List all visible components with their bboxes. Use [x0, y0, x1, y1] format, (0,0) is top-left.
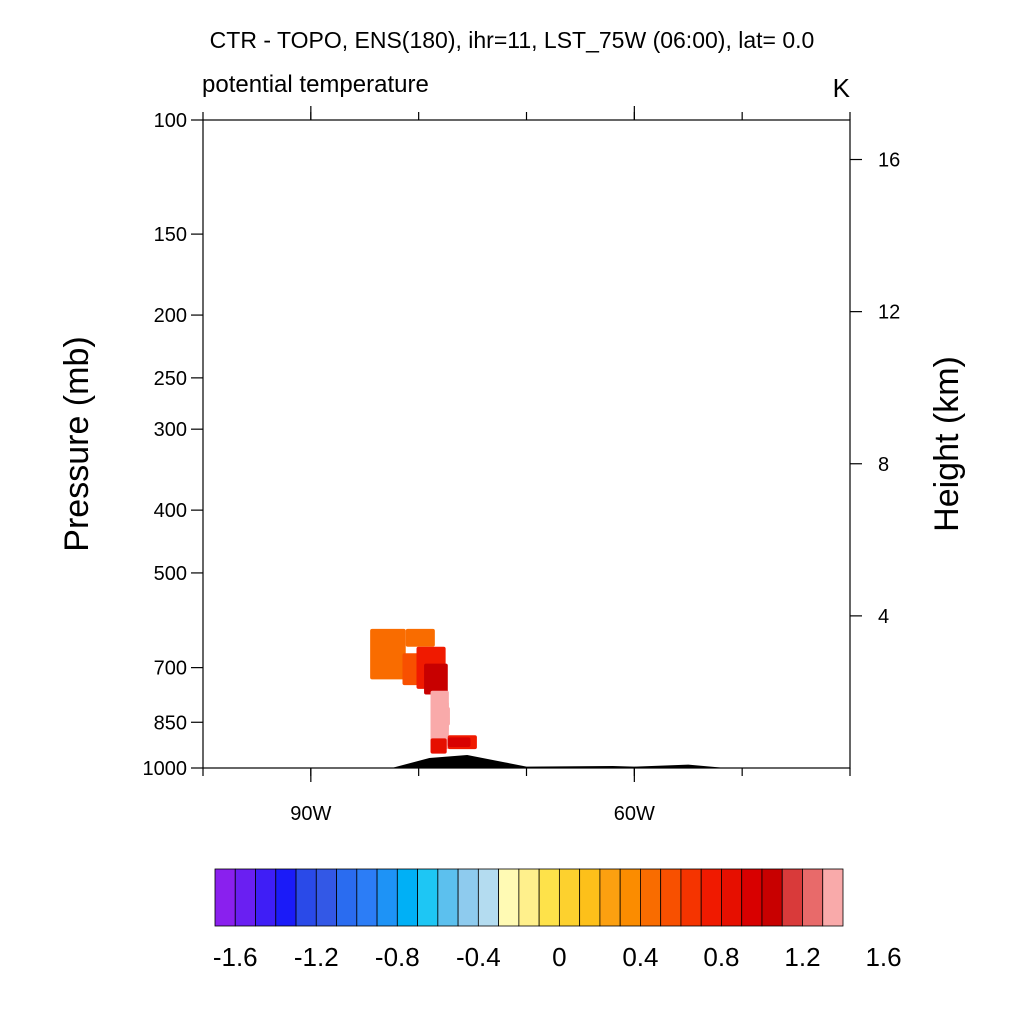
colorbar-swatch [336, 868, 358, 927]
contour-cell [405, 628, 435, 647]
y-tick-label: 500 [154, 563, 187, 585]
chart-subtitle: potential temperature [202, 71, 429, 98]
chart-title: CTR - TOPO, ENS(180), ihr=11, LST_75W (0… [210, 27, 815, 53]
colorbar-swatch [680, 868, 702, 927]
units-label: K [833, 73, 851, 103]
y-tick-label: 850 [154, 712, 187, 734]
right-axis-label: Height (km) [928, 356, 966, 532]
colorbar-swatch [802, 868, 824, 927]
right-tick-label: 8 [878, 454, 889, 476]
y-tick-label: 200 [154, 305, 187, 327]
colorbar-tick-label: 0 [552, 942, 566, 972]
right-tick-label: 16 [878, 150, 900, 172]
colorbar-swatch [822, 868, 844, 927]
colorbar-swatch [700, 868, 722, 927]
contour-cell [443, 706, 450, 726]
colorbar-swatch [275, 868, 297, 927]
colorbar-swatch [295, 868, 317, 927]
colorbar-swatch [376, 868, 398, 927]
contour-cell [424, 663, 448, 695]
colorbar-tick-label: -0.8 [375, 942, 420, 972]
colorbar-swatch [619, 868, 641, 927]
colorbar-swatch [660, 868, 682, 927]
colorbar-tick-label: 1.2 [784, 942, 820, 972]
colorbar-swatch [721, 868, 743, 927]
y-tick-label: 100 [154, 110, 187, 132]
colorbar-swatch [558, 868, 581, 927]
colorbar-tick-label: -1.6 [213, 942, 258, 972]
colorbar-swatch [477, 868, 500, 927]
colorbar-swatch [417, 868, 439, 927]
colorbar-swatch [255, 868, 277, 927]
colorbar-swatch [396, 868, 418, 927]
plot-frame [202, 119, 851, 769]
colorbar-swatch [437, 868, 459, 927]
x-tick-label: 60W [614, 803, 655, 825]
colorbar-swatch [498, 868, 520, 927]
right-tick-label: 4 [878, 606, 889, 628]
right-tick-label: 12 [878, 302, 900, 324]
colorbar-swatch [214, 868, 236, 927]
x-tick-label: 90W [290, 803, 331, 825]
colorbar-tick-label: 1.6 [865, 942, 901, 972]
colorbar-swatch [599, 868, 621, 927]
topography-layer [203, 755, 850, 768]
y-tick-label: 700 [154, 658, 187, 680]
contour-layer [370, 628, 477, 754]
y-tick-label: 1000 [143, 758, 188, 780]
contour-cell [370, 628, 406, 680]
colorbar-tick-label: 0.4 [622, 942, 658, 972]
colorbar-tick-label: -0.4 [456, 942, 501, 972]
colorbar-swatch [315, 868, 337, 927]
y-tick-label: 150 [154, 224, 187, 246]
colorbar-swatch [356, 868, 378, 927]
y-tick-label: 300 [154, 419, 187, 441]
axes-layer: 100 150 200 250 300 400 500 700 850 1000 16 12 8 4 90W… [143, 106, 900, 825]
colorbar-swatch [538, 868, 560, 927]
colorbar-swatch [457, 868, 479, 927]
colorbar-swatch [761, 868, 783, 927]
y-axis-label: Pressure (mb) [58, 336, 96, 551]
colorbar-swatch [741, 868, 763, 927]
colorbar-swatch [640, 868, 662, 927]
colorbar-tick-label: 0.8 [703, 942, 739, 972]
colorbar: -1.6 -1.2 -0.8 -0.4 0 0.4 0.8 1.2 1.6 [213, 868, 902, 972]
terrain-shape [203, 755, 850, 768]
colorbar-swatch [518, 868, 540, 927]
colorbar-swatch [579, 868, 601, 927]
colorbar-swatch [234, 868, 256, 927]
colorbar-swatch [781, 868, 803, 927]
y-tick-label: 250 [154, 368, 187, 390]
y-tick-label: 400 [154, 500, 187, 522]
contour-cell [430, 738, 447, 754]
contour-cell [447, 737, 471, 747]
colorbar-tick-label: -1.2 [294, 942, 339, 972]
